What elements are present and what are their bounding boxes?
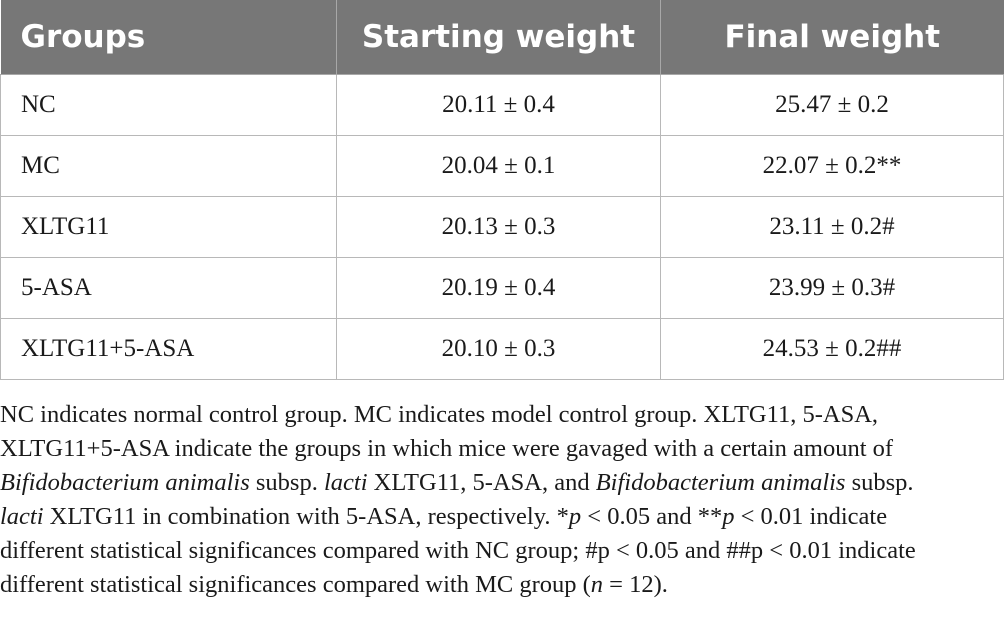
footnote-line: Bifidobacterium animalis subsp. lacti XL… [0,466,1003,500]
footnote-line: different statistical significances comp… [0,568,1003,602]
cell-group: NC [0,74,337,136]
footnote-text: XLTG11+5-ASA indicate the groups in whic… [0,435,894,462]
cell-final-weight: 23.99 ± 0.3# [660,257,1004,319]
footnote-text: subsp. [845,469,914,496]
footnote-text: NC indicates normal control group. MC in… [0,401,879,428]
footnote-text: < 0.05 and ** [581,503,723,530]
subspecies-name: lacti [323,469,368,496]
footnote-text: XLTG11, 5-ASA, and [367,469,596,496]
cell-final-weight: 22.07 ± 0.2** [660,135,1004,197]
footnote-text: different statistical significances comp… [0,537,916,564]
p-value-symbol: p [568,503,582,530]
footnote-text: different statistical significances comp… [0,571,591,598]
subspecies-name: lacti [0,503,44,530]
p-value-symbol: p [722,503,735,530]
cell-group: XLTG11+5-ASA [0,318,337,380]
weight-table: Groups Starting weight Final weight NC 2… [0,0,1004,380]
table-row: XLTG11+5-ASA 20.10 ± 0.3 24.53 ± 0.2## [0,318,1004,380]
footnote-text: XLTG11 in combination with 5-ASA, respec… [43,503,569,530]
cell-final-weight: 23.11 ± 0.2# [660,196,1004,258]
footnote-line: XLTG11+5-ASA indicate the groups in whic… [0,432,1003,466]
header-final-weight: Final weight [660,0,1004,75]
footnote-line: different statistical significances comp… [0,534,1003,568]
footnote-text: subsp. [249,469,324,496]
species-name: Bifidobacterium animalis [0,469,250,496]
cell-starting-weight: 20.19 ± 0.4 [336,257,661,319]
header-groups: Groups [0,0,337,75]
header-starting-weight: Starting weight [336,0,661,75]
table-header-row: Groups Starting weight Final weight [0,0,1004,75]
cell-final-weight: 24.53 ± 0.2## [660,318,1004,380]
footnote-text: < 0.01 indicate [734,503,888,530]
data-table-container: Groups Starting weight Final weight NC 2… [0,0,1004,380]
cell-starting-weight: 20.11 ± 0.4 [336,74,661,136]
cell-final-weight: 25.47 ± 0.2 [660,74,1004,136]
cell-starting-weight: 20.13 ± 0.3 [336,196,661,258]
footnote-text: = 12). [603,571,668,598]
cell-starting-weight: 20.04 ± 0.1 [336,135,661,197]
sample-size-symbol: n [590,571,604,598]
table-row: NC 20.11 ± 0.4 25.47 ± 0.2 [0,74,1004,136]
table-footnote: NC indicates normal control group. MC in… [0,398,1003,602]
species-name: Bifidobacterium animalis [595,469,846,496]
table-row: XLTG11 20.13 ± 0.3 23.11 ± 0.2# [0,196,1004,258]
cell-group: 5-ASA [0,257,337,319]
footnote-line: lacti XLTG11 in combination with 5-ASA, … [0,500,1003,534]
cell-starting-weight: 20.10 ± 0.3 [336,318,661,380]
table-row: MC 20.04 ± 0.1 22.07 ± 0.2** [0,135,1004,197]
cell-group: XLTG11 [0,196,337,258]
cell-group: MC [0,135,337,197]
footnote-line: NC indicates normal control group. MC in… [0,398,1003,432]
table-row: 5-ASA 20.19 ± 0.4 23.99 ± 0.3# [0,257,1004,319]
